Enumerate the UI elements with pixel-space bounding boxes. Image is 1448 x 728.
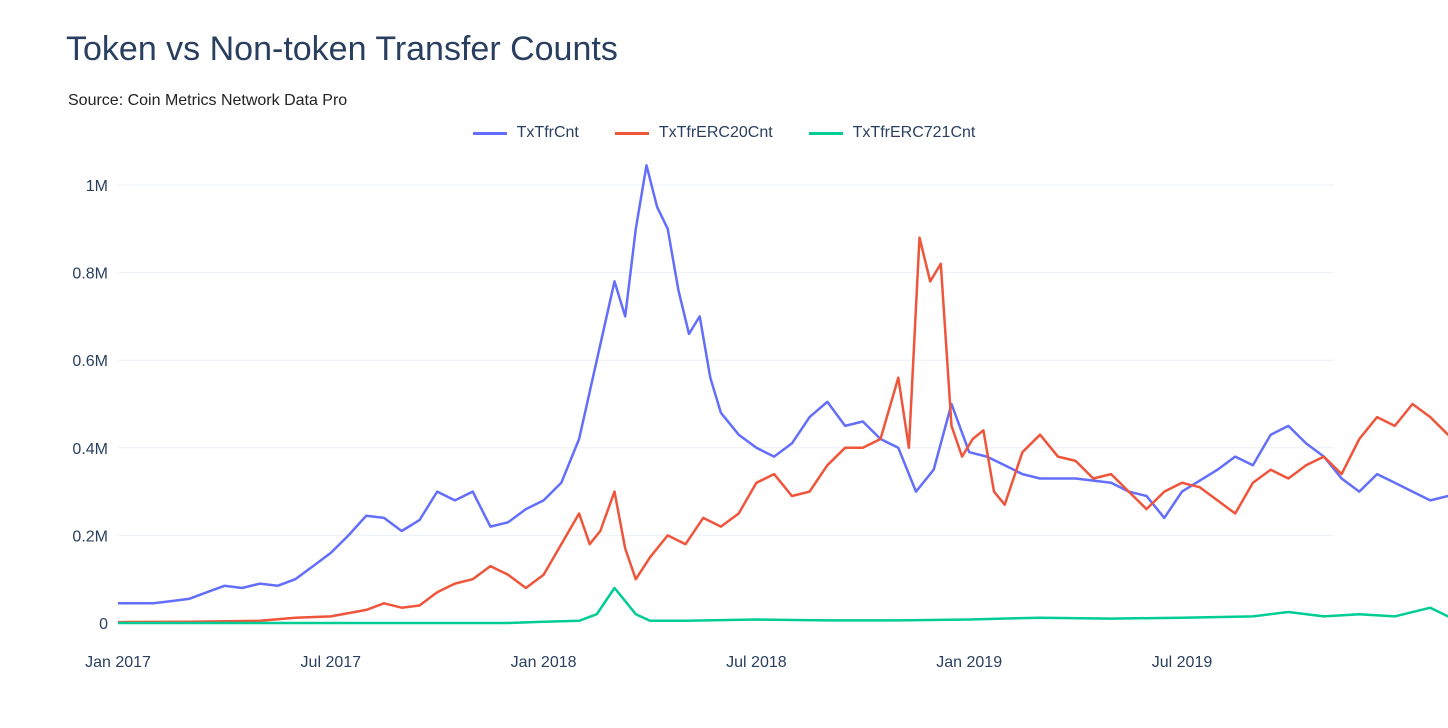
y-tick-label: 0.2M xyxy=(72,528,108,545)
y-tick-label: 1M xyxy=(86,178,108,195)
y-tick-label: 0.6M xyxy=(72,353,108,370)
legend-label-erc721: TxTfrERC721Cnt xyxy=(852,124,976,141)
chart-title: Token vs Non-token Transfer Counts xyxy=(66,30,618,68)
legend-swatch-txtfrcnt xyxy=(472,131,507,135)
x-tick-label: Jan 2018 xyxy=(511,654,577,671)
legend-label-erc20: TxTfrERC20Cnt xyxy=(658,124,773,141)
chart-subtitle: Source: Coin Metrics Network Data Pro xyxy=(68,92,348,109)
grid-lines xyxy=(118,184,1334,536)
series-lines xyxy=(117,164,1448,625)
x-tick-label: Jan 2017 xyxy=(85,654,151,671)
legend-label-txtfrcnt: TxTfrCnt xyxy=(516,124,579,141)
x-axis: Jan 2017 Jul 2017 Jan 2018 Jul 2018 Jan 2019… xyxy=(85,654,1212,671)
y-tick-label: 0 xyxy=(99,616,108,633)
x-tick-label: Jan 2019 xyxy=(936,654,1002,671)
y-tick-label: 0.4M xyxy=(72,441,108,458)
x-tick-label: Jul 2017 xyxy=(301,654,362,671)
x-tick-label: Jul 2018 xyxy=(726,654,787,671)
series-line-txtfrcnt[interactable] xyxy=(118,164,1448,605)
legend-item-erc721[interactable]: TxTfrERC721Cnt xyxy=(808,124,976,142)
series-line-txtfrerc20cnt[interactable] xyxy=(117,236,1448,624)
x-tick-label: Jul 2019 xyxy=(1152,654,1213,671)
y-axis: 0 0.2M 0.4M 0.6M 0.8M 1M xyxy=(72,178,108,633)
legend-item-erc20[interactable]: TxTfrERC20Cnt xyxy=(614,124,773,142)
legend: TxTfrCnt TxTfrERC20Cnt TxTfrERC721Cnt xyxy=(0,124,1448,142)
legend-swatch-erc20 xyxy=(614,131,649,135)
legend-item-txtfrcnt[interactable]: TxTfrCnt xyxy=(472,124,579,142)
legend-swatch-erc721 xyxy=(808,131,843,135)
series-line-txtfrerc721cnt[interactable] xyxy=(118,413,1448,625)
y-tick-label: 0.8M xyxy=(72,266,108,283)
